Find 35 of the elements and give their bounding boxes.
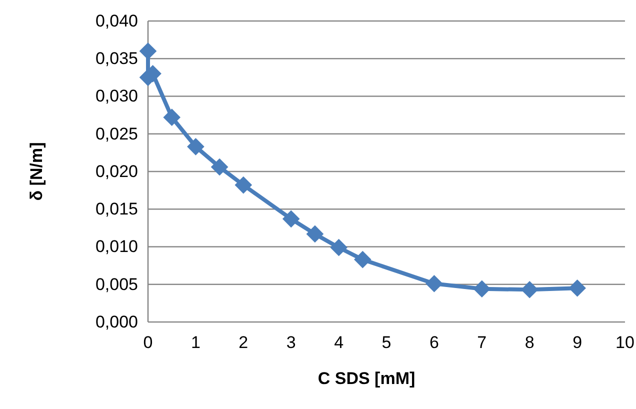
point xyxy=(426,274,443,292)
x-tick-label: 1 xyxy=(190,333,200,352)
point xyxy=(520,280,538,298)
point xyxy=(330,238,348,256)
point xyxy=(473,280,491,298)
y-tick-label: 0,005 xyxy=(95,274,138,294)
y-tick-label: 0,035 xyxy=(95,49,138,68)
point xyxy=(163,108,181,126)
y-tick-label: 0,015 xyxy=(95,200,138,219)
y-tick-label: 0,000 xyxy=(95,312,138,332)
x-tick-label: 0 xyxy=(143,333,153,352)
point xyxy=(187,138,204,156)
x-axis-title: C SDS [mM] xyxy=(318,369,416,388)
x-tick-label: 10 xyxy=(616,333,634,352)
y-tick-label: 0,025 xyxy=(95,124,138,144)
x-tick-label: 9 xyxy=(572,333,582,352)
y-tick-label: 0,010 xyxy=(95,237,138,256)
x-tick-label: 5 xyxy=(382,333,392,352)
x-tick-label: 3 xyxy=(286,333,296,352)
point xyxy=(306,225,324,243)
y-tick-label: 0,020 xyxy=(95,162,138,181)
point xyxy=(282,210,300,228)
x-tick-label: 4 xyxy=(334,333,344,352)
point xyxy=(354,250,372,268)
point xyxy=(210,158,228,176)
y-tick-label: 0,030 xyxy=(95,86,138,106)
y-tick-label: 0,040 xyxy=(95,11,138,30)
x-tick-label: 2 xyxy=(238,333,248,352)
point xyxy=(568,279,586,297)
x-tick-label: 7 xyxy=(477,333,487,352)
point xyxy=(139,42,157,60)
x-tick-label: 8 xyxy=(524,333,534,352)
x-tick-label: 6 xyxy=(429,333,439,352)
y-axis-title: δ [N/m] xyxy=(27,142,46,201)
point xyxy=(234,176,252,194)
